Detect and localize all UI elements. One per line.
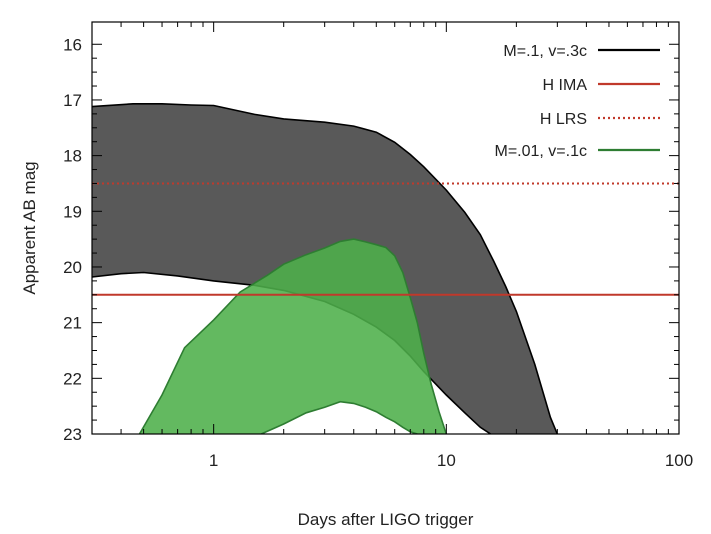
y-tick-label: 21 <box>63 314 82 333</box>
band-lower-edge-m001-v01c <box>260 400 418 434</box>
x-axis-title: Days after LIGO trigger <box>298 510 474 529</box>
legend-label: M=.01, v=.1c <box>495 143 588 160</box>
band-fill-m001-v01c <box>139 239 447 434</box>
x-tick-label: 10 <box>437 451 456 470</box>
band-upper-edge-m001-v01c <box>138 238 448 434</box>
legend-label: H IMA <box>543 77 588 94</box>
legend: M=.1, v=.3c H IMA H LRS M=.01, v=.1c <box>495 43 660 160</box>
chart-marks <box>92 103 679 434</box>
y-tick-label: 20 <box>63 258 82 277</box>
y-tick-label: 23 <box>63 425 82 444</box>
legend-label: H LRS <box>540 111 587 128</box>
y-tick-label: 16 <box>63 35 82 54</box>
y-tick-label: 17 <box>63 91 82 110</box>
band-upper-edge-m01-v03c <box>92 103 559 434</box>
y-tick-label: 18 <box>63 147 82 166</box>
legend-label: M=.1, v=.3c <box>503 43 587 60</box>
y-tick-label: 19 <box>63 202 82 221</box>
axes: 1 10 100 16 17 18 19 20 21 22 23 <box>63 21 693 470</box>
x-tick-label: 100 <box>665 451 693 470</box>
y-axis-title: Apparent AB mag <box>20 161 39 294</box>
plot-frame <box>91 21 680 435</box>
y-tick-label: 22 <box>63 369 82 388</box>
x-tick-label: 1 <box>209 451 218 470</box>
